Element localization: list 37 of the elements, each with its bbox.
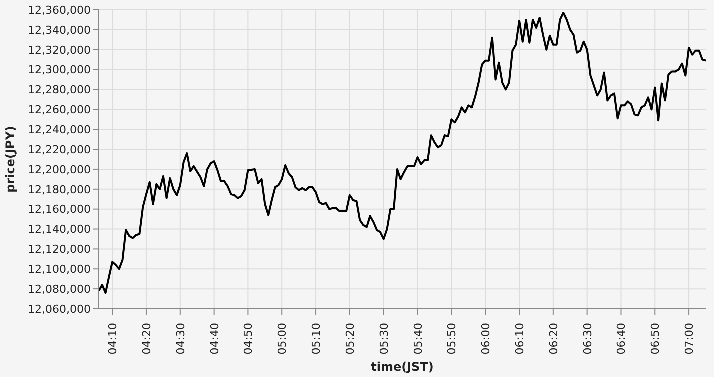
- y-tick-label: 12,140,000: [28, 223, 91, 236]
- x-tick-label: 05:20: [344, 323, 357, 355]
- x-tick-label: 05:00: [276, 323, 290, 355]
- x-tick-label: 06:50: [649, 323, 662, 355]
- x-tick-label: 04:50: [242, 323, 256, 355]
- x-tick-label: 04:10: [106, 323, 120, 355]
- y-tick-label: 12,060,000: [28, 302, 91, 316]
- y-tick-label: 12,120,000: [28, 243, 91, 256]
- x-tick-label: 05:40: [412, 323, 425, 355]
- y-tick-label: 12,360,000: [28, 4, 91, 17]
- x-axis-title: time(JST): [371, 360, 434, 374]
- x-tick-label: 06:30: [581, 323, 594, 355]
- x-tick-label: 05:50: [446, 323, 459, 355]
- x-tick-label: 06:10: [514, 323, 527, 355]
- x-tick-label: 04:30: [174, 323, 188, 355]
- y-tick-label: 12,300,000: [28, 64, 91, 77]
- y-axis-title: price(JPY): [3, 126, 18, 193]
- y-tick-label: 12,100,000: [28, 263, 91, 276]
- x-tick-label: 05:30: [378, 323, 391, 355]
- y-tick-label: 12,200,000: [28, 163, 91, 176]
- y-tick-label: 12,180,000: [28, 183, 91, 196]
- y-tick-label: 12,080,000: [28, 282, 91, 296]
- x-tick-label: 05:10: [310, 323, 324, 355]
- y-tick-label: 12,160,000: [28, 203, 91, 216]
- y-tick-label: 12,340,000: [28, 24, 91, 37]
- y-tick-label: 12,280,000: [28, 84, 91, 97]
- y-tick-label: 12,320,000: [28, 44, 91, 57]
- x-tick-label: 04:40: [208, 323, 222, 355]
- line-series: [99, 12, 706, 294]
- y-tick-label: 12,220,000: [28, 143, 91, 156]
- y-tick-label: 12,260,000: [28, 104, 91, 117]
- y-tick-label: 12,240,000: [28, 124, 91, 137]
- x-tick-label: 04:20: [140, 323, 154, 355]
- x-tick-label: 07:00: [683, 323, 696, 355]
- x-tick-label: 06:20: [547, 323, 560, 355]
- x-tick-label: 06:40: [615, 323, 628, 355]
- x-tick-label: 06:00: [480, 323, 493, 355]
